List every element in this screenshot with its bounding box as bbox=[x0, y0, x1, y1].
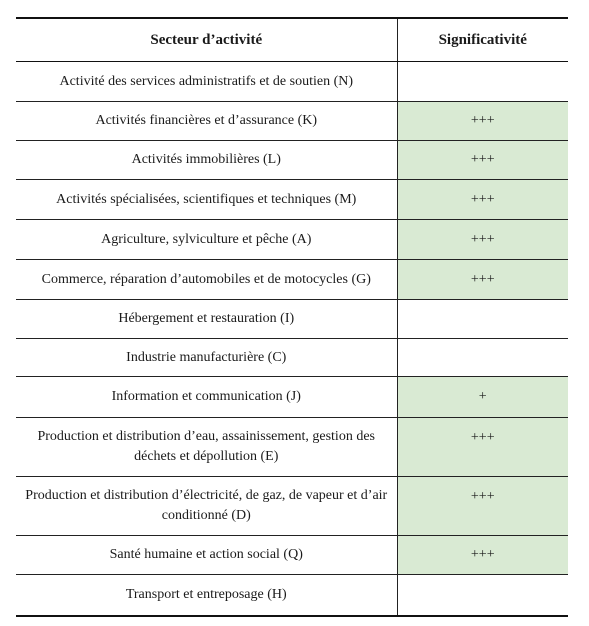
significance-value: +++ bbox=[470, 489, 495, 504]
significance-cell bbox=[396, 299, 568, 339]
significance-cell bbox=[396, 61, 568, 102]
sector-column-header: Secteur d’activité bbox=[16, 17, 397, 62]
significance-cell: +++ bbox=[396, 417, 568, 477]
sector-cell: Information et communication (J) bbox=[16, 376, 397, 418]
significance-cell: +++ bbox=[396, 179, 568, 220]
significance-value: +++ bbox=[470, 547, 495, 562]
significance-column-header: Significativité bbox=[396, 17, 568, 62]
significance-value: +++ bbox=[470, 271, 495, 287]
table-row: Commerce, réparation d’automobiles et de… bbox=[16, 259, 568, 300]
table-row: Activité des services administratifs et … bbox=[16, 61, 568, 102]
significance-cell: +++ bbox=[396, 535, 568, 575]
sector-cell: Agriculture, sylviculture et pêche (A) bbox=[16, 219, 397, 260]
significance-value: + bbox=[478, 389, 487, 404]
sector-cell: Commerce, réparation d’automobiles et de… bbox=[16, 259, 397, 300]
significance-cell bbox=[396, 338, 568, 377]
significance-cell: +++ bbox=[396, 101, 568, 141]
significance-table: Secteur d’activité Significativité Activ… bbox=[16, 17, 568, 617]
table-row: Hébergement et restauration (I) bbox=[16, 299, 568, 339]
table-row: Activités spécialisées, scientifiques et… bbox=[16, 179, 568, 220]
sector-cell: Santé humaine et action social (Q) bbox=[16, 535, 397, 575]
significance-value: +++ bbox=[470, 113, 495, 128]
table-row: Agriculture, sylviculture et pêche (A) +… bbox=[16, 219, 568, 260]
sector-cell: Production et distribution d’électricité… bbox=[16, 476, 397, 536]
significance-cell bbox=[396, 574, 568, 617]
table-row: Industrie manufacturière (C) bbox=[16, 338, 568, 377]
significance-cell: +++ bbox=[396, 259, 568, 300]
sector-cell: Activités spécialisées, scientifiques et… bbox=[16, 179, 397, 220]
table-row: Production et distribution d’eau, assain… bbox=[16, 417, 568, 477]
sector-cell: Transport et entreposage (H) bbox=[16, 574, 397, 617]
significance-value: +++ bbox=[470, 191, 495, 207]
table-row: Activités immobilières (L) +++ bbox=[16, 140, 568, 180]
table-row: Production et distribution d’électricité… bbox=[16, 476, 568, 536]
table-row: Transport et entreposage (H) bbox=[16, 574, 568, 617]
significance-value: +++ bbox=[470, 152, 495, 167]
significance-value: +++ bbox=[470, 231, 495, 247]
sector-cell: Activité des services administratifs et … bbox=[16, 61, 397, 102]
sector-cell: Activités immobilières (L) bbox=[16, 140, 397, 180]
table-row: Activités financières et d’assurance (K)… bbox=[16, 101, 568, 141]
significance-cell: +++ bbox=[396, 140, 568, 180]
table-row: Santé humaine et action social (Q) +++ bbox=[16, 535, 568, 575]
sector-cell: Activités financières et d’assurance (K) bbox=[16, 101, 397, 141]
sector-cell: Industrie manufacturière (C) bbox=[16, 338, 397, 377]
header-row: Secteur d’activité Significativité bbox=[16, 17, 568, 62]
sector-cell: Production et distribution d’eau, assain… bbox=[16, 417, 397, 477]
sector-cell: Hébergement et restauration (I) bbox=[16, 299, 397, 339]
significance-cell: + bbox=[396, 376, 568, 418]
table-row: Information et communication (J) + bbox=[16, 376, 568, 418]
significance-cell: +++ bbox=[396, 476, 568, 536]
significance-cell: +++ bbox=[396, 219, 568, 260]
significance-value: +++ bbox=[470, 430, 495, 445]
